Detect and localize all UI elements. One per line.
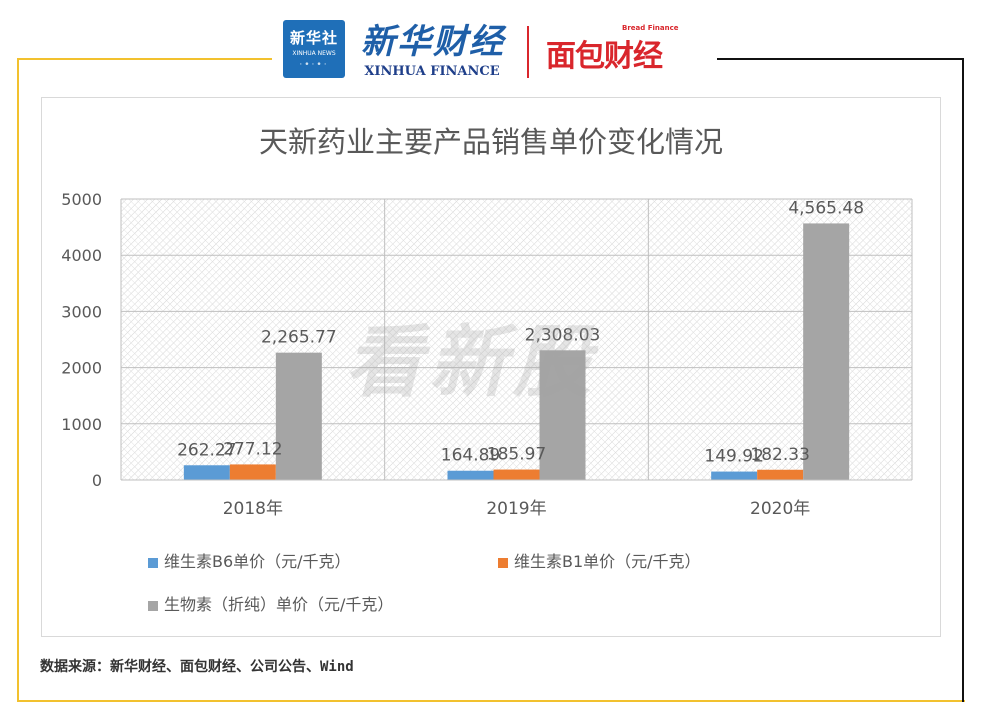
data-label-b6: 262.27 xyxy=(177,440,236,460)
data-label-biotin: 4,565.48 xyxy=(788,198,864,218)
data-label-b1: 182.33 xyxy=(750,445,809,465)
source-note: 数据来源：新华财经、面包财经、公司公告、Wind xyxy=(40,659,354,675)
x-tick-label: 2020年 xyxy=(750,499,810,519)
xinhua-finance-logo-en: XINHUA FINANCE xyxy=(364,64,500,79)
legend-label-b6: 维生素B6单价（元/千克） xyxy=(164,552,351,571)
y-tick-label: 3000 xyxy=(61,302,102,321)
xinhua-news-logo: 新华社 XINHUA NEWS ·•·•· xyxy=(283,20,345,78)
frame-left-line xyxy=(17,58,19,702)
legend-swatch-b6 xyxy=(148,557,158,568)
data-label-biotin: 2,265.77 xyxy=(261,328,337,348)
bread-finance-logo-en: Bread Finance xyxy=(622,24,679,32)
data-label-b6: 149.92 xyxy=(704,447,763,467)
frame-right-line xyxy=(962,58,964,702)
data-label-b1: 277.12 xyxy=(223,439,282,459)
logo-separator xyxy=(527,26,529,78)
network-dots-icon: ·•·•· xyxy=(299,60,329,70)
frame-top-right-line xyxy=(717,58,964,60)
legend-item-b6: 维生素B6单价（元/千克） xyxy=(148,548,351,572)
legend-item-b1: 维生素B1单价（元/千克） xyxy=(498,548,701,572)
frame-top-left-line xyxy=(17,58,272,60)
bar-biotin xyxy=(539,350,586,480)
legend-swatch-b1 xyxy=(498,557,508,568)
legend-label-b1: 维生素B1单价（元/千克） xyxy=(514,552,701,571)
data-label-b6: 164.89 xyxy=(441,446,500,466)
bread-finance-logo-cn: 面包财经 xyxy=(546,39,663,74)
bar-b1 xyxy=(493,469,540,480)
data-label-biotin: 2,308.03 xyxy=(525,325,601,345)
legend-swatch-biotin xyxy=(148,600,158,611)
frame-bottom-line xyxy=(17,700,965,702)
y-tick-label: 1000 xyxy=(61,415,102,434)
y-tick-label: 2000 xyxy=(61,359,102,378)
x-tick-label: 2019年 xyxy=(486,499,546,519)
y-tick-label: 5000 xyxy=(61,190,102,209)
bar-b6 xyxy=(447,470,494,480)
legend-label-biotin: 生物素（折纯）单价（元/千克） xyxy=(164,595,394,614)
y-tick-label: 0 xyxy=(92,471,102,490)
bar-biotin xyxy=(275,352,322,480)
watermark: 看新股 xyxy=(345,318,598,408)
legend-item-biotin: 生物素（折纯）单价（元/千克） xyxy=(148,591,393,615)
xinhua-finance-logo-cn: 新华财经 xyxy=(361,22,505,62)
bar-b6 xyxy=(183,465,230,480)
x-tick-label: 2018年 xyxy=(223,499,283,519)
bar-b1 xyxy=(757,469,804,480)
data-label-b1: 185.97 xyxy=(487,445,546,465)
bar-b6 xyxy=(711,471,758,480)
chart-title: 天新药业主要产品销售单价变化情况 xyxy=(258,125,723,159)
bar-b1 xyxy=(229,464,276,480)
plot-area-crosshatch xyxy=(121,199,912,480)
bar-biotin xyxy=(803,223,850,480)
y-tick-label: 4000 xyxy=(61,246,102,265)
